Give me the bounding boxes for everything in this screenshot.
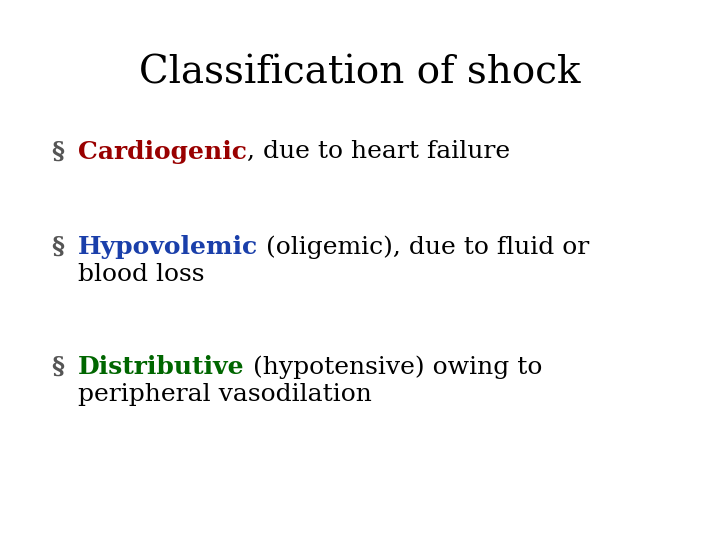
Text: Cardiogenic: Cardiogenic — [78, 140, 247, 164]
Text: §: § — [52, 355, 65, 379]
Text: Distributive: Distributive — [78, 355, 245, 379]
Text: Classification of shock: Classification of shock — [139, 55, 581, 92]
Text: Hypovolemic: Hypovolemic — [78, 235, 258, 259]
Text: §: § — [52, 140, 65, 164]
Text: peripheral vasodilation: peripheral vasodilation — [78, 383, 372, 406]
Text: §: § — [52, 235, 65, 259]
Text: (hypotensive) owing to: (hypotensive) owing to — [245, 355, 542, 379]
Text: (oligemic), due to fluid or: (oligemic), due to fluid or — [258, 235, 590, 259]
Text: , due to heart failure: , due to heart failure — [247, 140, 510, 163]
Text: blood loss: blood loss — [78, 263, 204, 286]
